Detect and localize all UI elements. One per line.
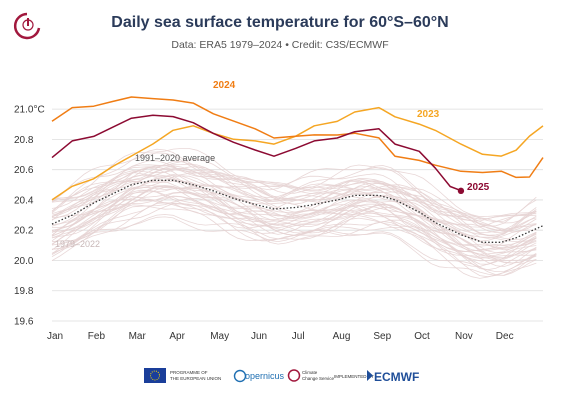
climate-text-2: Change Service (302, 376, 335, 381)
x-tick-label: Nov (455, 331, 473, 342)
eu-flag-logo (144, 368, 166, 383)
series-line-2023 (51, 106, 544, 201)
y-tick-label: 20.8 (14, 135, 34, 146)
x-tick-label: Aug (333, 331, 351, 342)
c3s-small-icon (287, 369, 301, 382)
end-marker-2025 (457, 187, 465, 195)
x-tick-label: Jul (292, 331, 305, 342)
copernicus-wordmark: opernicus (245, 371, 285, 381)
y-axis-ticks: 19.6 19.8 20.0 20.2 20.4 20.6 20.8 21.0°C (14, 105, 45, 328)
history-line (51, 184, 537, 257)
history-line (51, 202, 537, 276)
label-2023: 2023 (417, 109, 440, 120)
history-line (51, 160, 537, 227)
history-line (51, 148, 537, 218)
y-tick-label: 20.6 (14, 165, 34, 176)
x-tick-label: May (210, 331, 229, 342)
y-tick-label: 20.4 (14, 195, 34, 206)
label-average: 1991–2020 average (135, 153, 215, 163)
series-line-average (51, 179, 544, 243)
y-tick-label: 20.0 (14, 256, 34, 267)
series-line-2025 (51, 114, 462, 192)
history-line (51, 165, 537, 224)
thermometer-stem (27, 18, 29, 26)
x-tick-label: Dec (496, 331, 514, 342)
history-line (51, 192, 537, 247)
ecmwf-arrow-icon (367, 370, 373, 381)
c3s-logo (13, 12, 41, 40)
logo-arc (13, 12, 41, 40)
x-tick-label: Mar (129, 331, 147, 342)
ecmwf-wordmark: ECMWF (374, 370, 419, 384)
history-line (51, 167, 537, 239)
eu-stars-icon (150, 370, 160, 381)
x-tick-label: Sep (373, 331, 391, 342)
x-tick-label: Oct (414, 331, 430, 342)
label-2025: 2025 (467, 182, 490, 193)
eu-programme-text-2: THE EUROPEAN UNION (170, 376, 221, 381)
x-tick-label: Jun (251, 331, 267, 342)
footer-logos: PROGRAMME OF THE EUROPEAN UNION opernicu… (144, 368, 419, 384)
y-tick-label: 19.8 (14, 286, 34, 297)
history-line (51, 159, 537, 220)
label-history-range: 1979–2022 (55, 239, 100, 249)
history-line (51, 166, 537, 222)
y-tick-label: 20.2 (14, 226, 34, 237)
climate-text-1: Climate (302, 370, 318, 375)
x-tick-label: Jan (47, 331, 63, 342)
x-tick-label: Apr (169, 331, 185, 342)
series-line-2024 (51, 96, 544, 179)
x-tick-label: Feb (88, 331, 106, 342)
copernicus-logo: opernicus (233, 369, 285, 383)
history-lines (51, 148, 537, 279)
history-line (51, 164, 537, 234)
y-tick-label: 21.0°C (14, 105, 45, 116)
label-2024: 2024 (213, 80, 236, 91)
history-line (51, 173, 537, 232)
x-axis-ticks: Jan Feb Mar Apr May Jun Jul Aug Sep Oct Nov Dec (47, 331, 514, 342)
highlight-lines (51, 96, 544, 243)
eu-programme-text-1: PROGRAMME OF (170, 370, 208, 375)
chart-subtitle: Data: ERA5 1979–2024 • Credit: C3S/ECMWF (171, 39, 388, 51)
history-line (51, 174, 537, 254)
eu-flag-icon (144, 368, 166, 383)
ecmwf-logo: ECMWF (367, 370, 419, 384)
climate-change-service-logo: Climate Change Service (287, 369, 335, 382)
history-line (51, 175, 537, 243)
history-line (51, 197, 537, 259)
implemented-by-text: IMPLEMENTED BY (334, 374, 374, 379)
copernicus-c-icon (233, 369, 247, 383)
y-tick-label: 19.6 (14, 317, 34, 328)
chart-title: Daily sea surface temperature for 60°S–6… (111, 14, 448, 31)
